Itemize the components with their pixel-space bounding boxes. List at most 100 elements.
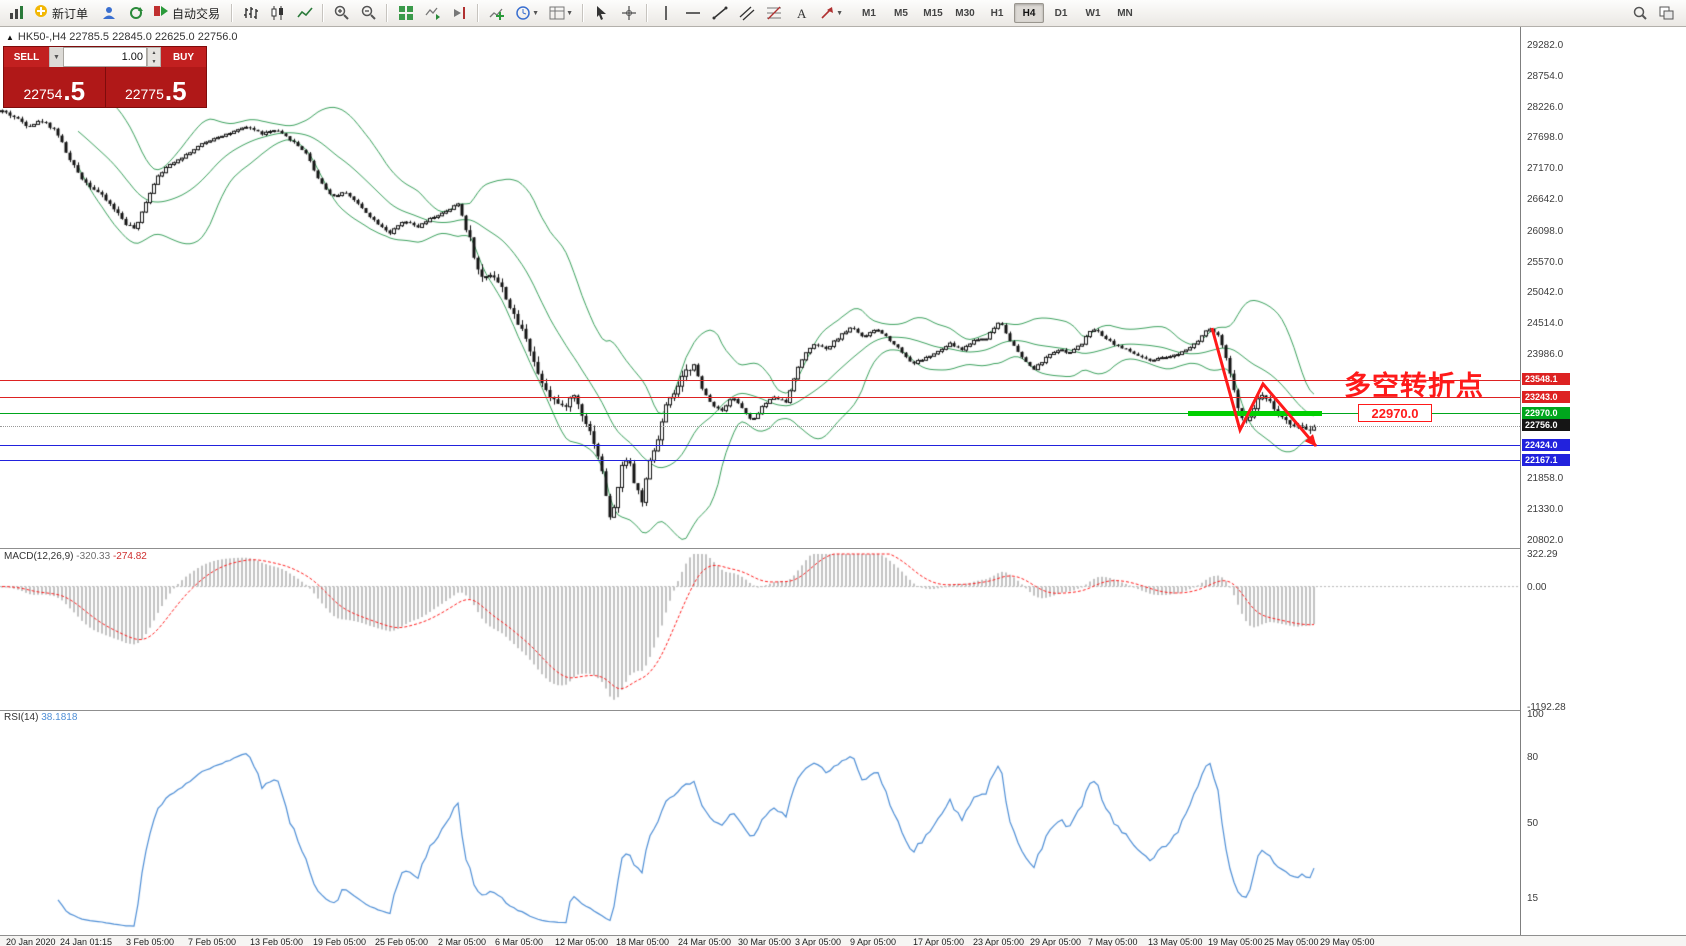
new-order-icon xyxy=(33,3,49,24)
time-axis-label: 3 Apr 05:00 xyxy=(795,937,842,946)
price-axis-label: 29282.0 xyxy=(1527,39,1564,51)
data-window-icon[interactable] xyxy=(1654,1,1679,25)
time-axis-label: 3 Feb 05:00 xyxy=(126,937,175,946)
arrows-tool-icon[interactable]: ▼ xyxy=(815,1,847,25)
price-tag-22970.0: 22970.0 xyxy=(1522,406,1570,419)
price-chart-canvas[interactable] xyxy=(0,0,1520,946)
timeframe-w1[interactable]: W1 xyxy=(1085,7,1101,19)
auto-scroll-icon[interactable] xyxy=(420,1,445,25)
timeframe-h1[interactable]: H1 xyxy=(990,7,1004,19)
crosshair-icon[interactable] xyxy=(616,1,641,25)
channel-icon[interactable] xyxy=(734,1,759,25)
cursor-icon[interactable] xyxy=(589,1,614,25)
price-tag-23243.0: 23243.0 xyxy=(1522,390,1570,403)
time-axis-label: 7 May 05:00 xyxy=(1088,937,1138,946)
current-price-tag: 22756.0 xyxy=(1522,419,1570,432)
price-tag-22424.0: 22424.0 xyxy=(1522,438,1570,451)
macd-axis-label: -1192.28 xyxy=(1527,702,1566,713)
macd-pane-separator[interactable] xyxy=(0,548,1520,549)
vertical-line-icon[interactable] xyxy=(653,1,678,25)
indicators-icon[interactable] xyxy=(484,1,509,25)
price-axis-label: 25570.0 xyxy=(1527,256,1564,268)
macd-axis-label: 0.00 xyxy=(1527,581,1547,593)
time-axis-label: 9 Apr 05:00 xyxy=(850,937,897,946)
main-toolbar: 新订单 自动交易 xyxy=(0,0,1686,27)
time-axis-label: 25 Feb 05:00 xyxy=(375,937,429,946)
price-axis-label: 28226.0 xyxy=(1527,101,1564,113)
text-tool-icon[interactable]: A xyxy=(788,1,813,25)
time-axis-label: 30 Mar 05:00 xyxy=(738,937,792,946)
time-axis-label: 25 May 05:00 xyxy=(1264,937,1319,946)
time-axis-label: 20 Jan 2020 xyxy=(6,937,56,946)
toolbar-separator xyxy=(386,4,389,22)
rsi-axis-label: 100 xyxy=(1527,709,1544,720)
toolbar-separator xyxy=(477,4,480,22)
fibonacci-icon[interactable] xyxy=(761,1,786,25)
time-axis-label: 7 Feb 05:00 xyxy=(188,937,237,946)
rsi-axis-label: 15 xyxy=(1527,893,1539,905)
time-axis-label: 13 Feb 05:00 xyxy=(250,937,304,946)
rsi-pane-separator[interactable] xyxy=(0,710,1520,711)
time-axis-label: 29 Apr 05:00 xyxy=(1030,937,1082,946)
time-axis-label: 24 Mar 05:00 xyxy=(678,937,732,946)
rsi-axis-label: 80 xyxy=(1527,752,1539,764)
time-axis[interactable]: 20 Jan 2020 24 Jan 01:15 3 Feb 05:00 7 Feb … xyxy=(0,935,1686,946)
timeframe-d1[interactable]: D1 xyxy=(1054,7,1068,19)
time-axis-label: 13 May 05:00 xyxy=(1148,937,1203,946)
price-axis[interactable]: 29282.0 28754.0 28226.0 27698.0 27170.0 26642… xyxy=(1520,26,1686,935)
rsi-axis-label: 50 xyxy=(1527,817,1539,829)
time-axis-label: 23 Apr 05:00 xyxy=(973,937,1025,946)
time-axis-label: 29 May 05:00 xyxy=(1320,937,1375,946)
time-axis-label: 19 May 05:00 xyxy=(1208,937,1263,946)
time-axis-label: 24 Jan 01:15 xyxy=(60,937,113,946)
trendline-icon[interactable] xyxy=(707,1,732,25)
price-axis-label: 25042.0 xyxy=(1527,287,1564,299)
timeframe-mn[interactable]: MN xyxy=(1117,7,1133,19)
time-axis-label: 6 Mar 05:00 xyxy=(495,937,544,946)
zoom-out-icon[interactable] xyxy=(356,1,381,25)
profiles-icon[interactable] xyxy=(96,1,121,25)
new-order-button[interactable]: 新订单 xyxy=(30,1,94,25)
toolbar-separator xyxy=(582,4,585,22)
horizontal-line-icon[interactable] xyxy=(680,1,705,25)
candlestick-chart-icon[interactable] xyxy=(265,1,290,25)
periods-icon[interactable]: ▼ xyxy=(511,1,543,25)
price-axis-label: 27170.0 xyxy=(1527,163,1564,175)
price-axis-label: 26642.0 xyxy=(1527,194,1564,206)
chart-shift-icon[interactable] xyxy=(447,1,472,25)
search-icon[interactable] xyxy=(1627,1,1652,25)
zoom-in-icon[interactable] xyxy=(329,1,354,25)
price-tag-23548.1: 23548.1 xyxy=(1522,373,1570,386)
refresh-icon[interactable] xyxy=(123,1,148,25)
price-axis-label: 24514.0 xyxy=(1527,318,1564,330)
time-axis-label: 18 Mar 05:00 xyxy=(616,937,670,946)
timeframe-m5[interactable]: M5 xyxy=(894,7,908,19)
tile-windows-icon[interactable] xyxy=(393,1,418,25)
autotrade-button[interactable]: 自动交易 xyxy=(150,1,226,25)
toolbar-separator xyxy=(322,4,325,22)
templates-icon[interactable]: ▼ xyxy=(545,1,577,25)
line-chart-icon[interactable] xyxy=(292,1,317,25)
time-axis-label: 19 Feb 05:00 xyxy=(313,937,367,946)
timeframe-m1[interactable]: M1 xyxy=(862,7,876,19)
price-axis-label: 26098.0 xyxy=(1527,225,1564,237)
price-axis-label: 23986.0 xyxy=(1527,349,1564,361)
autotrade-icon xyxy=(153,3,169,24)
price-axis-label: 21858.0 xyxy=(1527,473,1564,485)
timeframe-h4[interactable]: H4 xyxy=(1014,3,1044,23)
price-axis-label: 21330.0 xyxy=(1527,504,1564,516)
price-axis-label: 20802.0 xyxy=(1527,534,1564,546)
timeframe-m15[interactable]: M15 xyxy=(923,7,943,19)
timeframe-m30[interactable]: M30 xyxy=(955,7,975,19)
toolbar-separator xyxy=(231,4,234,22)
time-axis-label: 2 Mar 05:00 xyxy=(438,937,487,946)
toolbar-separator xyxy=(646,4,649,22)
timeframe-group: M1 M5 M15 M30 H1 H4 D1 W1 MN xyxy=(853,0,1141,26)
bars-chart-icon[interactable] xyxy=(238,1,263,25)
price-axis-label: 27698.0 xyxy=(1527,132,1564,144)
new-order-label: 新订单 xyxy=(52,6,89,21)
macd-axis-label: 322.29 xyxy=(1527,549,1558,560)
svg-text:A: A xyxy=(797,6,807,21)
new-chart-icon[interactable] xyxy=(3,1,28,25)
